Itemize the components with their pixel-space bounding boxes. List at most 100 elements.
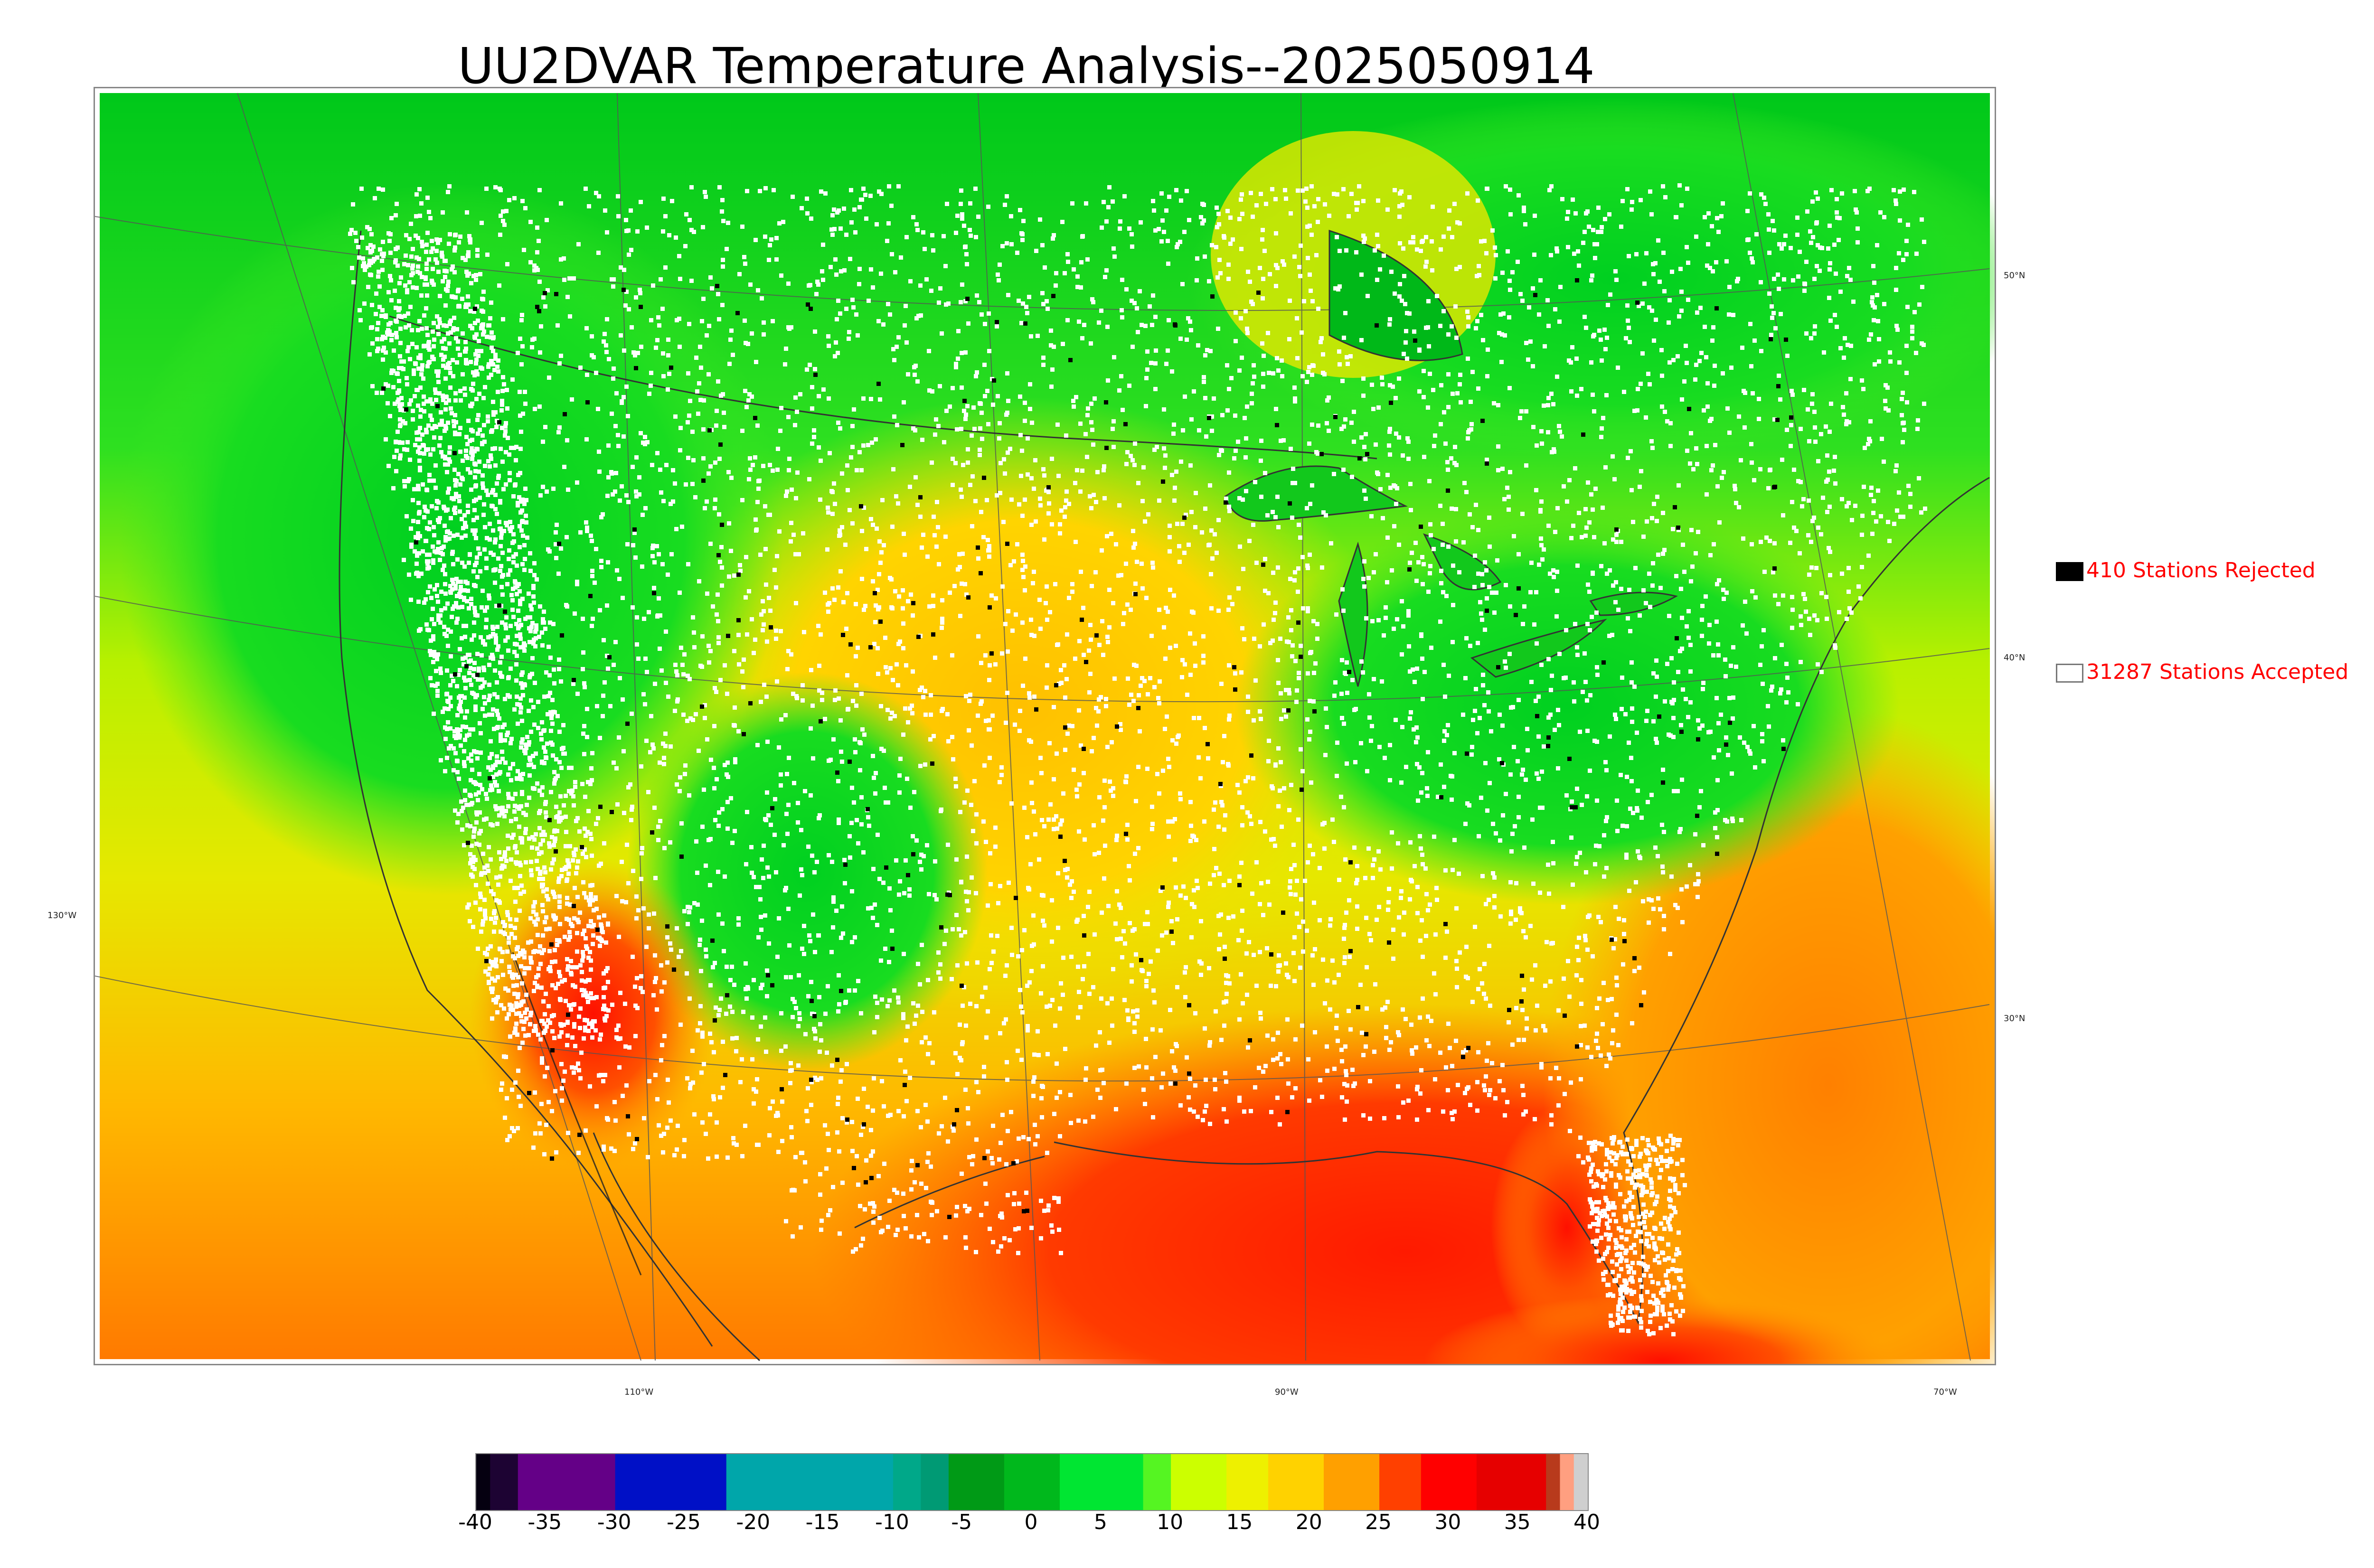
station-accepted [837,821,841,825]
station-accepted [1772,417,1777,422]
station-accepted [1376,849,1381,854]
station-accepted [1025,311,1029,315]
station-accepted [531,1145,536,1150]
station-accepted [810,441,814,446]
station-accepted [491,998,496,1002]
station-accepted [391,385,396,389]
station-accepted [1143,1102,1147,1106]
station-accepted [843,543,848,547]
station-accepted [1160,218,1165,223]
station-accepted [1835,210,1839,215]
station-accepted [791,1015,795,1019]
station-accepted [1750,256,1754,261]
station-accepted [554,530,558,535]
station-accepted [1021,1135,1026,1139]
station-accepted [1807,498,1811,503]
station-accepted [1227,714,1232,718]
station-accepted [1526,748,1530,752]
station-accepted [1426,750,1430,754]
station-accepted [1781,738,1785,742]
station-accepted [1549,1122,1554,1127]
station-accepted [1219,448,1223,452]
station-accepted [1063,868,1067,872]
station-accepted [886,1225,890,1229]
station-accepted [1150,827,1154,831]
station-accepted [1806,533,1810,537]
station-accepted [350,266,354,270]
station-accepted [640,846,644,850]
station-accepted [1801,497,1806,501]
station-accepted [1667,614,1671,618]
station-accepted [951,927,955,931]
station-accepted [588,782,593,786]
station-accepted [869,397,873,401]
station-accepted [547,549,552,554]
station-accepted [898,879,902,883]
station-accepted [1457,872,1461,876]
station-accepted [805,1119,810,1123]
station-accepted [1478,967,1482,971]
station-accepted [764,582,768,587]
station-accepted [1100,911,1104,915]
station-accepted [1697,726,1702,731]
station-accepted [1058,822,1063,826]
station-accepted [1006,399,1010,403]
station-accepted [643,657,648,661]
station-accepted [639,764,643,769]
station-accepted [1553,307,1557,311]
station-accepted [1252,363,1256,367]
station-accepted [1835,197,1839,201]
station-accepted [1498,1079,1502,1083]
station-accepted [669,502,673,506]
station-accepted [832,207,836,212]
station-accepted [1635,806,1639,810]
station-accepted [819,189,823,194]
station-accepted [1850,518,1854,522]
station-accepted [602,638,606,642]
station-accepted [541,485,545,489]
station-accepted [1539,429,1544,433]
station-accepted [799,1151,803,1155]
station-accepted [635,615,639,620]
station-accepted [1118,219,1122,224]
station-accepted [1759,280,1763,284]
station-accepted [1703,325,1707,329]
station-accepted [614,766,619,770]
station-accepted [646,790,650,794]
station-accepted [1286,1057,1290,1061]
station-accepted [1001,520,1006,524]
station-accepted [1342,424,1346,429]
station-accepted [501,209,505,214]
station-accepted [1766,704,1770,708]
station-accepted [1697,805,1702,809]
station-accepted [1050,522,1054,526]
station-accepted [1592,333,1596,337]
station-accepted [1426,299,1431,303]
station-accepted [958,810,962,814]
station-accepted [1415,667,1419,671]
station-accepted [754,360,758,364]
station-accepted [836,585,840,590]
station-accepted [1567,358,1571,363]
station-accepted [1481,673,1485,677]
station-accepted [1350,1068,1355,1072]
station-accepted [1455,391,1460,395]
station-accepted [1724,259,1729,263]
station-accepted [1164,362,1168,366]
station-accepted [789,539,793,544]
station-accepted [1050,457,1054,461]
temperature-map [95,93,1995,1364]
station-accepted [1320,1095,1324,1099]
station-accepted [1669,656,1674,660]
station-accepted [514,445,518,449]
station-accepted [1092,736,1096,740]
station-accepted [1809,336,1813,340]
station-accepted [730,965,734,969]
station-accepted [797,1011,801,1015]
station-accepted [518,545,522,549]
station-accepted [639,877,643,881]
station-accepted [763,504,767,508]
station-accepted [1583,507,1588,511]
station-accepted [665,960,669,965]
station-accepted [964,252,969,256]
